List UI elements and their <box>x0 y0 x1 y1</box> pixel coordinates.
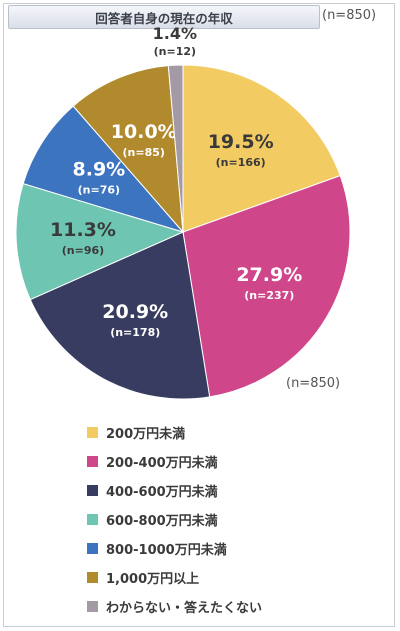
legend-swatch-5 <box>87 572 98 583</box>
legend-swatch-3 <box>87 514 98 525</box>
slice-pct-label-0: 19.5% <box>208 131 274 153</box>
sample-size-label: (n=850) <box>322 8 377 23</box>
legend-item-6: わからない・答えたくない <box>87 592 262 621</box>
legend-item-3: 600-800万円未満 <box>87 505 262 534</box>
legend-item-2: 400-600万円未満 <box>87 476 262 505</box>
pie-slice-5 <box>72 65 184 234</box>
legend-item-4: 800-1000万円未満 <box>87 534 262 563</box>
legend-label-1: 200-400万円未満 <box>106 456 218 471</box>
legend-item-0: 200万円未満 <box>87 418 262 447</box>
slice-n-label-4: (n=76) <box>78 184 120 197</box>
pie-chart: 19.5% (n=166) 27.9% (n=237) 20.9% (n=178) 11.3… <box>15 24 351 400</box>
legend-item-1: 200-400万円未満 <box>87 447 262 476</box>
legend-swatch-1 <box>87 456 98 467</box>
pie-slice-3 <box>15 182 185 301</box>
pie-slice-4 <box>22 105 185 233</box>
slice-pct-label-5: 10.0% <box>111 121 177 143</box>
legend: 200万円未満 200-400万円未満 400-600万円未満 600-800万円未満… <box>87 418 262 621</box>
legend-item-5: 1,000万円以上 <box>87 563 262 592</box>
pie-slice-2 <box>29 231 211 400</box>
pie-slice-6 <box>167 64 184 233</box>
slice-n-label-0: (n=166) <box>216 156 266 169</box>
slice-pct-label-3: 11.3% <box>50 219 116 241</box>
slice-pct-label-1: 27.9% <box>236 264 302 286</box>
legend-label-6: わからない・答えたくない <box>106 601 263 616</box>
slice-pct-label-2: 20.9% <box>102 301 168 323</box>
sample-size-label-bottom: (n=850) <box>286 376 341 391</box>
legend-swatch-0 <box>87 427 98 438</box>
slice-n-label-6: (n=12) <box>154 45 196 58</box>
legend-label-5: 1,000万円以上 <box>106 572 200 587</box>
slice-pct-label-4: 8.9% <box>73 159 126 181</box>
slice-n-label-1: (n=237) <box>244 289 294 302</box>
slice-n-label-3: (n=96) <box>62 244 104 257</box>
slice-pct-label-6: 1.4% <box>153 24 197 43</box>
legend-label-2: 400-600万円未満 <box>106 485 218 500</box>
legend-swatch-2 <box>87 485 98 496</box>
legend-label-3: 600-800万円未満 <box>106 514 218 529</box>
legend-label-0: 200万円未満 <box>106 427 186 442</box>
legend-swatch-6 <box>87 601 98 612</box>
legend-label-4: 800-1000万円未満 <box>106 543 227 558</box>
pie-slice-0 <box>182 64 341 233</box>
pie-slice-1 <box>182 174 351 398</box>
slice-n-label-5: (n=85) <box>123 146 165 159</box>
legend-swatch-4 <box>87 543 98 554</box>
slice-n-label-2: (n=178) <box>110 326 160 339</box>
chart-title: 回答者自身の現在の年収 <box>8 5 320 29</box>
